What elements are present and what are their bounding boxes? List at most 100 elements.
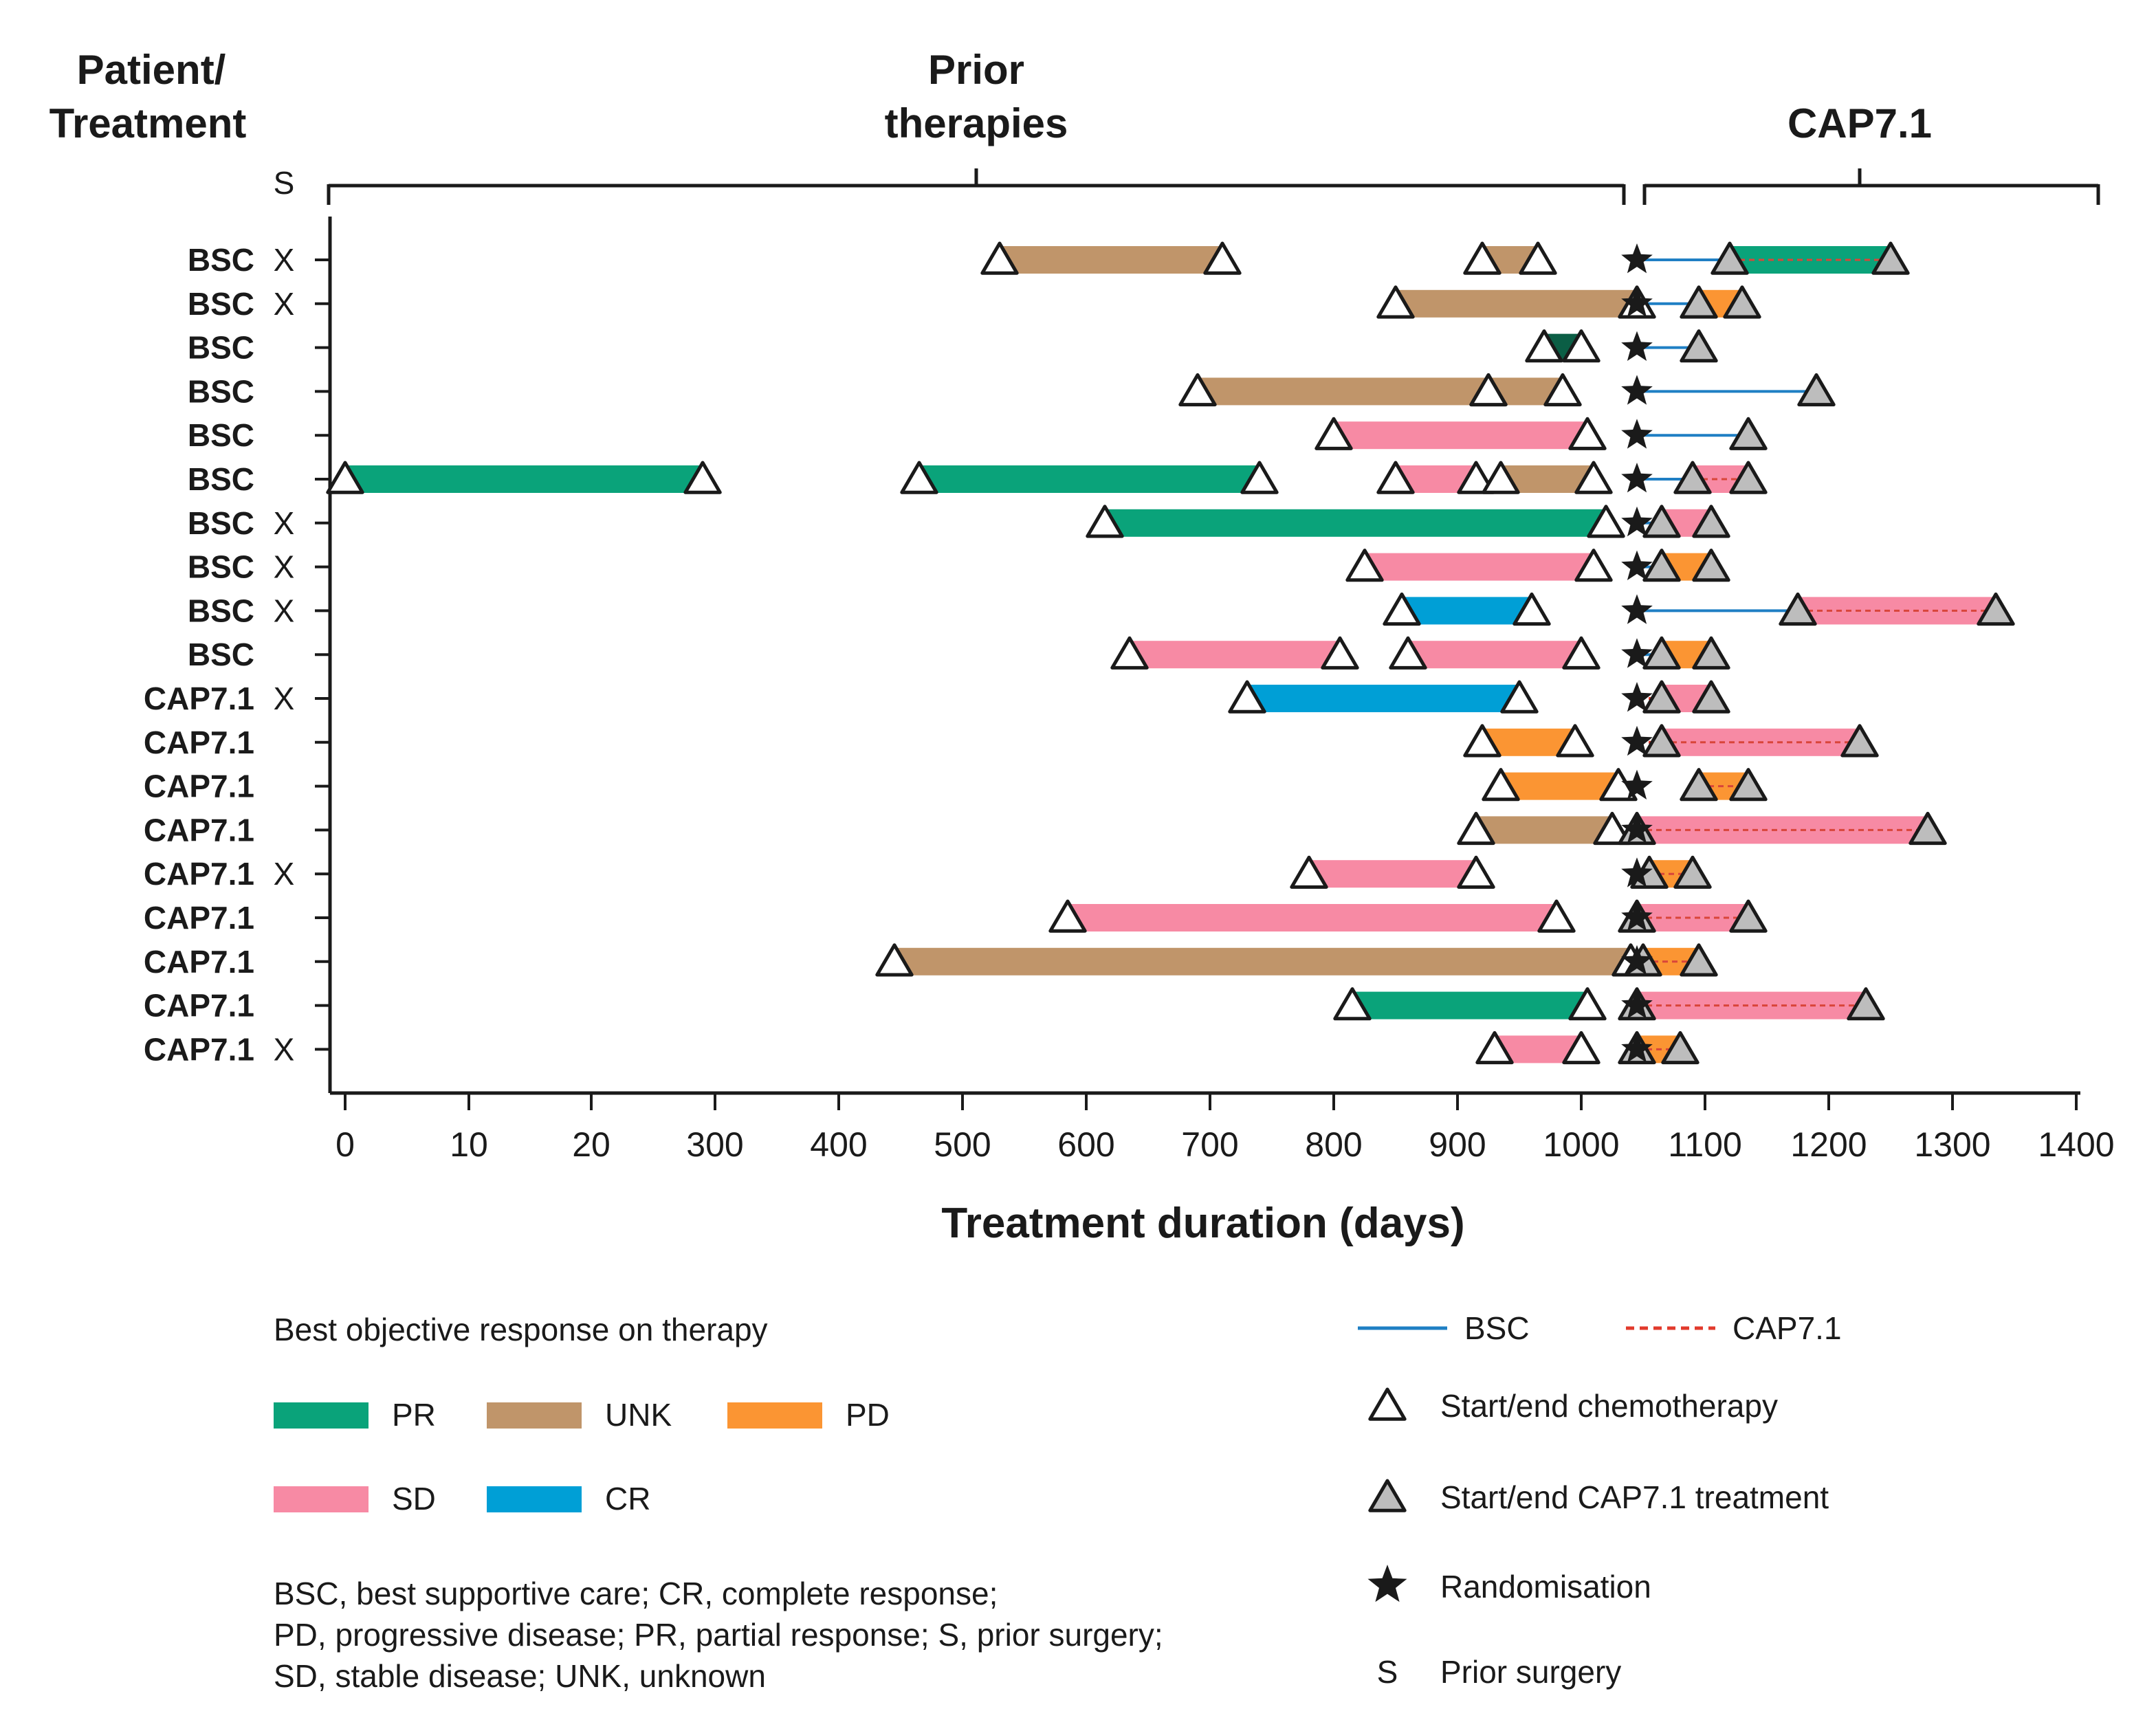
prior-surgery-mark: X (274, 286, 295, 322)
cap-treatment-triangle (1680, 285, 1718, 319)
prior-surgery-mark: X (274, 856, 295, 892)
row-label: CAP7.1 (144, 681, 254, 716)
chemo-start-triangle (1110, 636, 1149, 670)
chemo-start-triangle (1525, 329, 1563, 363)
chemo-end-triangle (1512, 592, 1551, 626)
x-tick-label: 1100 (1668, 1125, 1742, 1164)
row-8: BSC X (188, 549, 1730, 585)
cap-treatment-triangle (1642, 636, 1681, 670)
cap-treatment-triangle (1680, 768, 1718, 802)
chemo-start-triangle (875, 943, 914, 977)
prior-therapy-bar (1309, 860, 1476, 888)
legend-label-unk: UNK (605, 1397, 672, 1433)
randomisation-star (1621, 638, 1653, 668)
randomisation-star (1621, 419, 1653, 449)
chemo-start-triangle (1457, 811, 1495, 846)
footnote-line-1: BSC, best supportive care; CR, complete … (274, 1576, 998, 1611)
randomisation-star (1621, 857, 1653, 887)
row-3: BSC (188, 329, 1718, 366)
chemo-end-triangle (1321, 636, 1359, 670)
chemo-end-triangle (683, 461, 722, 494)
cap-treatment-triangle (1729, 417, 1768, 450)
chemo-start-triangle (1376, 285, 1415, 319)
cap-treatment-triangle (1847, 987, 1885, 1021)
x-tick-label: 400 (810, 1125, 867, 1164)
legend: Best objective response on therapy PR UNK… (274, 1310, 1842, 1694)
legend-marker-label: Start/end chemotherapy (1440, 1388, 1778, 1424)
cap-treatment-triangle (1871, 241, 1910, 275)
prior-therapy-bar (1068, 904, 1556, 931)
chemo-end-triangle (1240, 461, 1279, 494)
prior-therapy-bar (1247, 685, 1519, 712)
randomisation-star (1621, 1033, 1653, 1063)
row-6: BSC (188, 461, 1768, 497)
header-patient-line2: Treatment (50, 100, 247, 146)
row-18: CAP7.1 (144, 987, 1885, 1024)
chemo-start-triangle (980, 241, 1019, 275)
row-label: BSC (188, 593, 254, 628)
header-cap: CAP7.1 (1788, 100, 1932, 146)
prior-therapy-bar (1402, 597, 1532, 625)
chemo-end-triangle (1519, 241, 1557, 275)
prior-therapy-bar (1198, 377, 1488, 406)
row-7: BSC X (188, 505, 1730, 541)
prior-surgery-mark: X (274, 593, 295, 628)
chemo-end-triangle (1574, 461, 1613, 494)
cap-treatment-triangle (1692, 680, 1730, 714)
cap-treatment-triangle (1680, 943, 1718, 977)
chemo-end-triangle (1562, 636, 1600, 670)
cap-treatment-triangle (1661, 1030, 1700, 1065)
row-label: BSC (188, 417, 254, 453)
legend-swatch-pr (274, 1402, 368, 1429)
header-brackets (327, 168, 2100, 205)
cap-response-bar (1637, 904, 1748, 931)
chemo-end-triangle (1543, 373, 1582, 407)
legend-label-sd: SD (392, 1481, 436, 1517)
row-label: CAP7.1 (144, 900, 254, 936)
footnote-line-3: SD, stable disease; UNK, unknown (274, 1658, 766, 1694)
prior-therapy-bar (1408, 641, 1581, 669)
chemo-start-triangle (1333, 987, 1372, 1021)
prior-surgery-mark: X (274, 505, 295, 541)
randomisation-star (1621, 331, 1653, 361)
legend-marker-label: Randomisation (1440, 1569, 1651, 1605)
patient-rows: BSC X BSC X BSC BSC BSC BSC BSC X BSC X BSC X BSC CAP7.… (144, 241, 2015, 1067)
x-tick-label: 900 (1429, 1125, 1486, 1164)
legend-title: Best objective response on therapy (274, 1312, 768, 1347)
row-label: BSC (188, 505, 254, 541)
x-tick-label: 1300 (1914, 1125, 1990, 1164)
x-tick-label: 300 (686, 1125, 743, 1164)
chemo-end-triangle (1537, 899, 1576, 933)
randomisation-star (1621, 989, 1653, 1019)
chemo-end-triangle (1568, 417, 1607, 450)
x-tick-label: 600 (1057, 1125, 1114, 1164)
chemo-end-triangle (1562, 329, 1600, 363)
row-label: CAP7.1 (144, 725, 254, 760)
row-1: BSC X (188, 241, 1910, 278)
cap-treatment-triangle (1642, 505, 1681, 538)
chemo-start-triangle (1482, 768, 1520, 802)
randomisation-star (1621, 506, 1653, 537)
legend-swatch-pd (727, 1402, 822, 1429)
prior-therapy-bar (1352, 991, 1587, 1019)
prior-therapy-bar (1476, 816, 1612, 844)
row-13: CAP7.1 (144, 768, 1768, 804)
cap-treatment-triangle (1710, 241, 1749, 275)
legend-surgery-symbol: S (1377, 1654, 1398, 1690)
prior-surgery-mark: X (274, 242, 295, 278)
prior-surgery-mark: X (274, 549, 295, 585)
prior-therapy-bar (1396, 289, 1637, 318)
row-14: CAP7.1 (144, 811, 1947, 848)
chemo-start-triangle (1389, 636, 1427, 670)
cap-treatment-triangle (1692, 636, 1730, 670)
chemo-start-triangle (900, 461, 938, 494)
legend-response-items: PR UNK PD SD CR (274, 1397, 890, 1517)
row-12: CAP7.1 (144, 724, 1879, 760)
prior-therapy-bar (894, 947, 1631, 975)
row-label: BSC (188, 373, 254, 409)
x-axis-label: Treatment duration (days) (941, 1200, 1464, 1247)
cap-treatment-triangle (1729, 461, 1768, 494)
chemo-start-triangle (1290, 855, 1328, 889)
chemo-start-triangle (1475, 1030, 1514, 1065)
